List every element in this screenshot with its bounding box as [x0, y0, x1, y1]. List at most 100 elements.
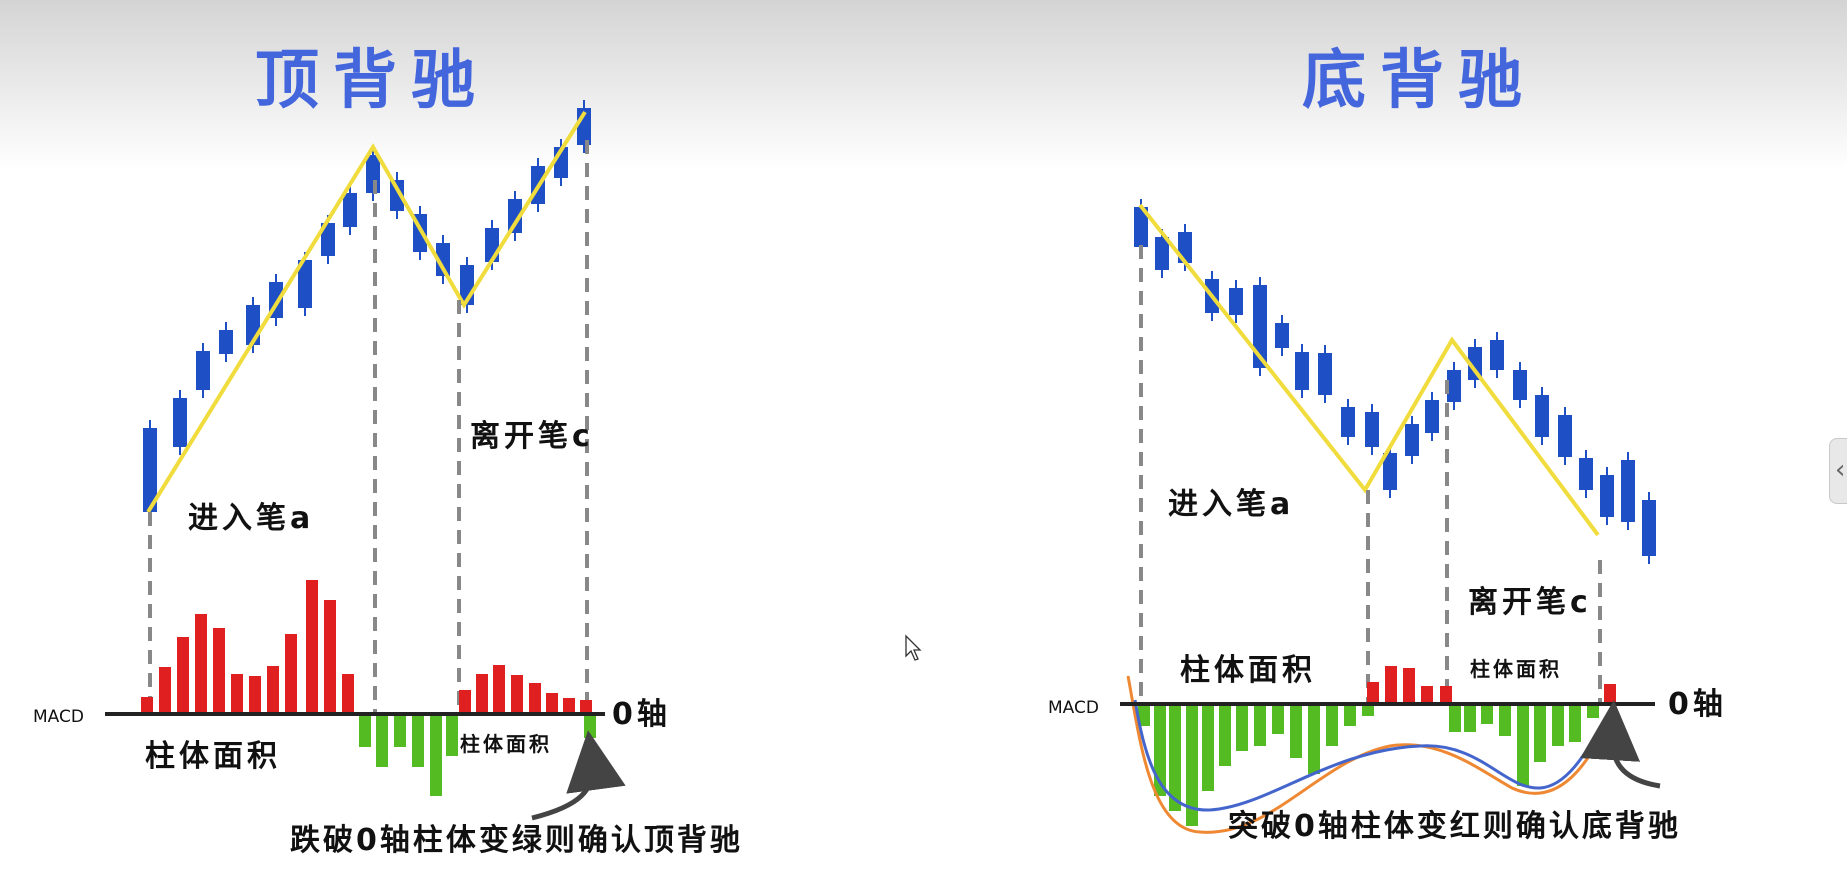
right-macd-label: MACD	[1048, 698, 1099, 718]
left-candles	[143, 100, 591, 520]
right-zero-axis-label: 0轴	[1668, 687, 1727, 722]
candle-body	[1253, 285, 1267, 368]
macd-bar	[1481, 706, 1493, 724]
macd-bar	[1362, 706, 1374, 716]
macd-bar	[546, 693, 558, 712]
top-divergence-panel: 顶背驰 MACD 0轴 进入笔a 离开笔c 柱体面积 柱体面积 跌破0轴柱体变绿…	[33, 44, 743, 858]
left-confirm-caption: 跌破0轴柱体变绿则确认顶背驰	[290, 823, 743, 858]
macd-bar	[1326, 706, 1338, 746]
candle-body	[298, 260, 312, 308]
candle-body	[1558, 415, 1572, 457]
candle-body	[1318, 353, 1332, 395]
top-gradient-band	[0, 0, 1847, 170]
macd-bar	[1385, 666, 1397, 702]
macd-bar	[141, 697, 153, 712]
candle-body	[196, 351, 210, 390]
candle-body	[508, 199, 522, 233]
macd-bar	[159, 667, 171, 712]
right-pen-line	[1138, 203, 1600, 537]
candle-body	[219, 330, 233, 354]
candle-body	[436, 243, 450, 276]
macd-bar	[430, 716, 442, 796]
macd-bar	[1367, 682, 1379, 702]
candle-body	[1535, 395, 1549, 437]
macd-bar	[459, 690, 471, 712]
macd-bar	[306, 580, 318, 712]
macd-bar	[1290, 706, 1302, 758]
macd-bar	[580, 700, 592, 712]
macd-bar	[529, 683, 541, 712]
right-macd-bars	[1138, 666, 1616, 826]
macd-bar	[1138, 706, 1150, 726]
macd-bar	[1272, 706, 1284, 734]
macd-bar	[394, 716, 406, 747]
candle-body	[1275, 323, 1289, 348]
macd-bar	[285, 634, 297, 712]
left-exit-pen-label: 离开笔c	[470, 419, 594, 454]
macd-bar	[1403, 668, 1415, 702]
macd-bar	[195, 614, 207, 712]
macd-bar	[376, 716, 388, 767]
candle-body	[1579, 458, 1593, 490]
macd-bar	[1421, 686, 1433, 702]
candle-body	[1468, 347, 1482, 380]
candle-body	[143, 428, 157, 512]
right-exit-pen-label: 离开笔c	[1468, 585, 1592, 620]
candle-body	[1405, 424, 1419, 456]
candle-body	[1621, 460, 1635, 522]
left-macd-label: MACD	[33, 707, 84, 727]
macd-bar	[1344, 706, 1356, 726]
right-candles	[1134, 199, 1656, 564]
candle-body	[1365, 412, 1379, 447]
right-confirm-caption: 突破0轴柱体变红则确认底背驰	[1228, 809, 1681, 844]
macd-bar	[1534, 706, 1546, 762]
candle-body	[1341, 407, 1355, 437]
candle-body	[321, 223, 335, 256]
candle-body	[1642, 500, 1656, 556]
chevron-left-icon: ‹	[1835, 455, 1846, 485]
macd-bar	[446, 716, 458, 756]
macd-bar	[1449, 706, 1461, 732]
right-area-label-c: 柱体面积	[1470, 657, 1562, 681]
macd-bar	[267, 666, 279, 712]
macd-bar	[1464, 706, 1476, 732]
macd-bar	[1552, 706, 1564, 746]
macd-bar	[1517, 706, 1529, 786]
macd-bar	[511, 675, 523, 712]
macd-bar	[584, 716, 596, 738]
macd-bar	[1202, 706, 1214, 791]
right-blue-curve	[1133, 699, 1612, 812]
macd-bar	[249, 676, 261, 712]
macd-bar	[177, 637, 189, 712]
macd-bar	[1154, 706, 1166, 796]
left-macd-bars	[141, 580, 596, 796]
right-entry-pen-label: 进入笔a	[1168, 487, 1294, 522]
candle-body	[173, 398, 187, 447]
macd-bar	[342, 674, 354, 712]
candle-body	[390, 180, 404, 211]
right-confirm-arrow	[1580, 700, 1661, 789]
macd-bar	[1587, 706, 1599, 718]
macd-bar	[493, 665, 505, 712]
macd-bar	[1236, 706, 1248, 751]
bottom-divergence-panel: 底背驰 MACD 0轴 进入笔a 离开笔c 柱体面积 柱体面积 突破0轴柱体变红…	[1048, 44, 1727, 844]
candle-body	[1513, 370, 1527, 400]
candle-body	[343, 193, 357, 227]
left-zero-axis-label: 0轴	[612, 697, 671, 732]
macd-bar	[1604, 684, 1616, 702]
macd-bar	[359, 716, 371, 747]
macd-bar	[563, 698, 575, 712]
macd-bar	[1499, 706, 1511, 736]
macd-bar	[1219, 706, 1231, 766]
candle-body	[1229, 288, 1243, 315]
side-panel-toggle[interactable]: ‹	[1829, 438, 1847, 504]
macd-bar	[1254, 706, 1266, 746]
candle-body	[1383, 453, 1397, 490]
candle-body	[1447, 370, 1461, 402]
candle-body	[1295, 352, 1309, 390]
macd-bar	[324, 600, 336, 712]
left-area-label-a: 柱体面积	[145, 739, 281, 774]
macd-bar	[1440, 686, 1452, 702]
macd-bar	[476, 674, 488, 712]
